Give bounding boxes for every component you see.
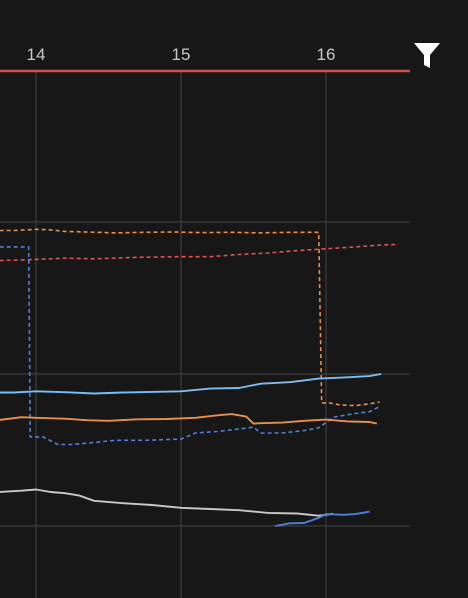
series-group	[0, 228, 399, 527]
series-line-5	[0, 373, 382, 395]
x-tick-label-15: 15	[172, 45, 191, 64]
series-line-6	[0, 488, 334, 517]
series-line-2	[0, 243, 399, 262]
x-tick-label-14: 14	[27, 45, 46, 64]
series-line-4	[0, 413, 378, 425]
x-tick-labels: 14 15 16	[27, 45, 336, 64]
filter-icon[interactable]	[410, 38, 444, 72]
series-line-7	[275, 510, 370, 527]
series-line-1	[0, 228, 380, 407]
grid	[0, 71, 410, 598]
series-line-3	[0, 246, 381, 446]
x-tick-label-16: 16	[317, 45, 336, 64]
